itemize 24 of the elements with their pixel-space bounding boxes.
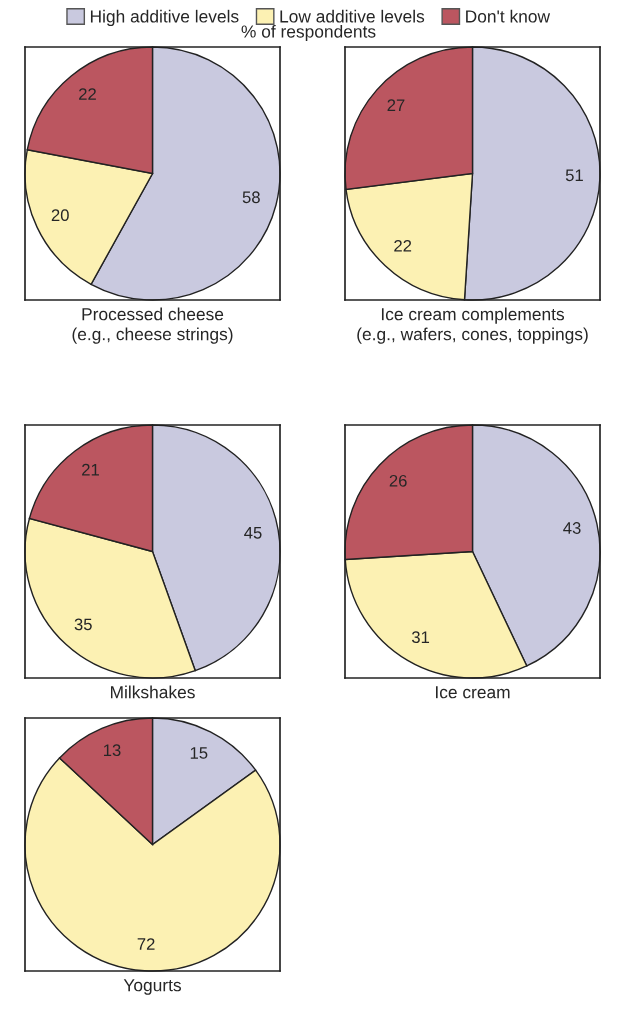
data-label: 43	[563, 522, 581, 534]
text: Milkshakes	[110, 685, 195, 699]
data-label: 27	[387, 99, 405, 111]
data-label: 21	[82, 463, 99, 476]
data-label: 15	[190, 747, 208, 759]
text: % of respondents	[241, 24, 376, 42]
data-label: 22	[394, 239, 412, 252]
text: Ice cream	[436, 686, 510, 699]
data-label: 31	[411, 631, 430, 644]
data-label: 72	[137, 938, 155, 950]
data-label: 20	[51, 209, 69, 222]
data-label: 35	[74, 618, 92, 631]
text: Processed cheese (e.g., cheese strings)	[72, 307, 233, 344]
data-label: 58	[242, 191, 260, 204]
text: Ice cream complements (e.g., wafers, cones, toppings)	[357, 307, 588, 344]
legend-label: High additive levels	[90, 9, 239, 26]
text: Yogurts	[123, 979, 181, 995]
data-label: 22	[79, 88, 96, 100]
data-label: 26	[389, 474, 407, 487]
legend-label: Low additive levels	[280, 9, 425, 23]
data-label: 51	[565, 169, 583, 182]
legend-label: Don't know	[466, 9, 551, 23]
data-label: 13	[103, 744, 121, 757]
data-label: 45	[244, 527, 262, 539]
